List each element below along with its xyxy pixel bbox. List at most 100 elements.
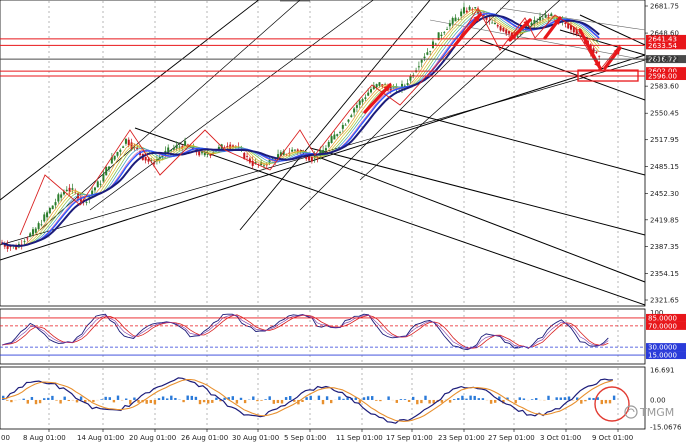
- candle-body: [460, 11, 463, 17]
- macd-bar: [276, 399, 280, 404]
- y-tick-label: 2452.30: [650, 190, 679, 198]
- candle-body: [392, 87, 395, 89]
- candle-body: [420, 59, 423, 63]
- macd-bar: [10, 399, 13, 403]
- projection-arrow: [453, 13, 482, 47]
- x-tick-label: 27 Sep 01:00: [488, 434, 535, 442]
- price-tag-label: 2616.72: [648, 56, 677, 64]
- y-tick-label: 2583.60: [650, 83, 679, 91]
- trend-line: [299, 0, 511, 211]
- candle-body: [364, 97, 367, 99]
- candle-body: [429, 50, 432, 52]
- candle-body: [499, 26, 502, 31]
- candle-body: [268, 159, 271, 163]
- candle-body: [282, 150, 285, 155]
- zigzag-projection: [19, 7, 622, 236]
- candle-body: [186, 144, 189, 146]
- macd-bar: [161, 396, 165, 400]
- candle-body: [37, 223, 40, 229]
- trendlines: [0, 0, 646, 306]
- candle-body: [108, 166, 111, 170]
- candle-body: [550, 13, 553, 16]
- macd-bar: [321, 399, 325, 405]
- macd-bar: [522, 398, 526, 400]
- candle-body: [136, 147, 139, 150]
- macd-bar: [354, 397, 357, 400]
- candle-body: [217, 146, 220, 151]
- macd-bar: [289, 395, 292, 400]
- macd-bar: [420, 399, 423, 404]
- projection-arrowhead: [473, 15, 480, 22]
- macd-tick-label: -15.0676: [650, 424, 682, 432]
- macd-bar: [145, 399, 148, 404]
- y-tick-label: 2681.75: [650, 3, 679, 11]
- candle-body: [361, 99, 364, 102]
- candle-body: [451, 18, 454, 24]
- candle-body: [262, 165, 265, 167]
- macd-bar: [34, 399, 38, 405]
- macd-bar: [133, 397, 136, 400]
- trend-line: [499, 7, 646, 31]
- x-tick-label: 30 Aug 01:00: [232, 434, 279, 442]
- trend-line: [399, 109, 646, 176]
- highlight-circle: [594, 386, 630, 422]
- candle-body: [74, 191, 77, 193]
- candle-body: [23, 241, 26, 243]
- candle-body: [172, 147, 175, 150]
- macd-bar: [325, 396, 329, 400]
- candle-body: [150, 160, 153, 162]
- candle-body: [389, 86, 392, 92]
- macd-bar: [284, 397, 288, 400]
- macd-bar: [498, 396, 501, 400]
- candle-body: [417, 66, 420, 68]
- macd-bar: [79, 396, 83, 400]
- candle-body: [71, 188, 74, 190]
- macd-bar: [84, 399, 87, 404]
- candle-body: [170, 150, 173, 152]
- candle-body: [26, 238, 29, 240]
- candle-body: [46, 212, 49, 218]
- candle-body: [248, 158, 251, 163]
- candle-body: [339, 132, 342, 133]
- candle-body: [105, 166, 108, 176]
- candle-body: [237, 147, 240, 148]
- macd-bar: [112, 399, 116, 403]
- macd-bar: [211, 399, 214, 403]
- macd-bar: [104, 396, 107, 400]
- candle-body: [40, 224, 43, 226]
- macd-bar: [157, 398, 161, 400]
- candle-body: [15, 246, 18, 250]
- candle-body: [274, 159, 277, 161]
- candle-body: [246, 156, 249, 157]
- candle-body: [406, 83, 409, 85]
- macd-bar: [55, 399, 58, 401]
- macd-bar: [395, 399, 398, 403]
- macd-bar: [92, 399, 95, 403]
- candle-body: [43, 214, 46, 222]
- candle-body: [592, 48, 595, 54]
- candle-body: [243, 153, 246, 160]
- candle-body: [144, 156, 147, 161]
- candle-body: [465, 10, 468, 13]
- trend-line: [39, 0, 301, 231]
- candle-body: [493, 23, 496, 25]
- macd-bar: [469, 395, 472, 400]
- macd-bar: [63, 396, 66, 400]
- candle-body: [9, 245, 12, 248]
- macd-bar: [280, 399, 284, 404]
- candle-body: [378, 82, 381, 86]
- candle-body: [350, 115, 353, 118]
- candle-body: [322, 150, 325, 155]
- candle-body: [113, 155, 116, 160]
- macd-bar: [584, 399, 587, 402]
- candle-body: [127, 139, 130, 146]
- macd-bar: [416, 399, 419, 405]
- macd-bar: [198, 399, 202, 405]
- candle-body: [51, 205, 54, 210]
- candle-body: [209, 153, 212, 156]
- price-tag-bg: [646, 41, 686, 50]
- macd-bar: [530, 399, 534, 400]
- macd-bar: [22, 398, 25, 400]
- candle-body: [254, 162, 257, 164]
